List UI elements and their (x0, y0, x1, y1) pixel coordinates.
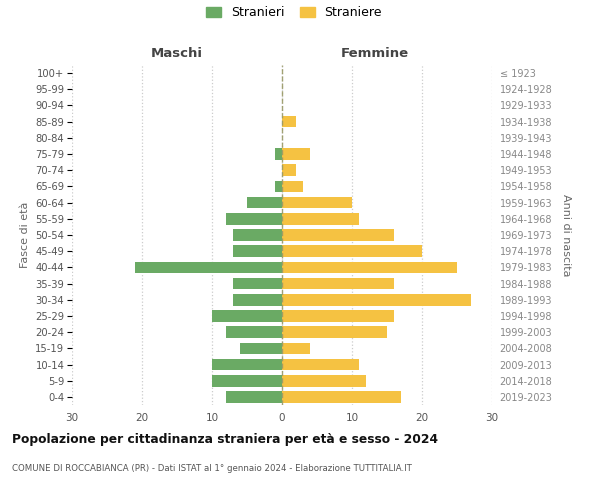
Bar (282, 180, 303, 192)
Bar (275, 180, 282, 192)
Bar (282, 148, 310, 160)
Text: Maschi: Maschi (151, 47, 203, 60)
Bar (275, 148, 282, 160)
Bar (226, 391, 282, 402)
Text: COMUNE DI ROCCABIANCA (PR) - Dati ISTAT al 1° gennaio 2024 - Elaborazione TUTTIT: COMUNE DI ROCCABIANCA (PR) - Dati ISTAT … (12, 464, 412, 473)
Text: Femmine: Femmine (340, 47, 409, 60)
Bar (282, 375, 366, 386)
Bar (240, 342, 282, 354)
Bar (282, 164, 296, 176)
Bar (212, 358, 282, 370)
Bar (247, 197, 282, 208)
Bar (233, 229, 282, 241)
Bar (233, 294, 282, 306)
Y-axis label: Fasce di età: Fasce di età (20, 202, 29, 268)
Bar (282, 391, 401, 402)
Bar (233, 278, 282, 289)
Bar (282, 358, 359, 370)
Bar (135, 262, 282, 273)
Y-axis label: Anni di nascita: Anni di nascita (561, 194, 571, 276)
Bar (282, 197, 352, 208)
Bar (212, 375, 282, 386)
Bar (282, 229, 394, 241)
Bar (282, 342, 310, 354)
Bar (282, 326, 387, 338)
Bar (282, 213, 359, 224)
Bar (212, 310, 282, 322)
Text: Popolazione per cittadinanza straniera per età e sesso - 2024: Popolazione per cittadinanza straniera p… (12, 432, 438, 446)
Bar (282, 246, 422, 257)
Bar (226, 326, 282, 338)
Bar (233, 246, 282, 257)
Bar (226, 213, 282, 224)
Legend: Stranieri, Straniere: Stranieri, Straniere (206, 6, 382, 19)
Bar (282, 262, 457, 273)
Bar (282, 116, 296, 128)
Bar (282, 310, 394, 322)
Bar (282, 294, 471, 306)
Bar (282, 278, 394, 289)
